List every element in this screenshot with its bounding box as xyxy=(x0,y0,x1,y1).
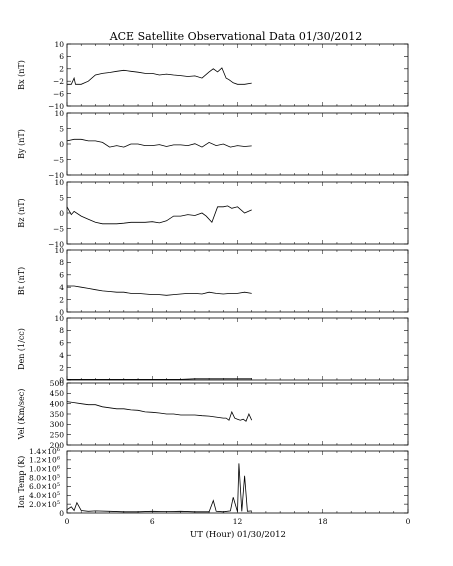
y-tick-label: 8 xyxy=(59,326,64,335)
x-tick-label: 18 xyxy=(318,517,328,526)
y-axis-label: Vel (Km/sec) xyxy=(17,389,26,441)
y-tick-exponent: 5 xyxy=(57,500,60,506)
y-tick-label: 300 xyxy=(50,420,65,429)
y-tick-label: −2 xyxy=(53,77,64,86)
series-line xyxy=(67,285,252,296)
x-tick-label: 0 xyxy=(406,517,411,526)
y-tick-label: 2 xyxy=(59,363,64,372)
y-tick-label: 250 xyxy=(50,430,65,439)
y-tick-label: 1.2×106 xyxy=(29,456,60,465)
panel-frame xyxy=(66,181,409,245)
panel-frame xyxy=(66,382,409,446)
y-tick-label: 1.0×106 xyxy=(29,465,60,474)
y-tick-label: 6 xyxy=(59,271,64,280)
y-axis-label: Den (1/cc) xyxy=(17,328,26,370)
y-tick-label: −10 xyxy=(48,102,64,111)
y-tick-label: 1.4×106 xyxy=(29,447,60,456)
y-tick-label: 4.0×105 xyxy=(29,491,60,500)
x-tick-label: 0 xyxy=(65,517,70,526)
x-tick-label: 6 xyxy=(150,517,155,526)
y-tick-exponent: 6 xyxy=(57,456,60,462)
panel-7: 1.4×1061.2×1061.0×1068.0×1056.0×1054.0×1… xyxy=(17,447,409,518)
y-tick-label: 8.0×105 xyxy=(29,473,60,482)
y-tick-label: 0 xyxy=(59,308,64,317)
y-tick-label: 10 xyxy=(54,178,64,187)
y-tick-label: −10 xyxy=(48,240,64,249)
y-tick-label: 8 xyxy=(59,258,64,267)
y-axis-label: Bt (nT) xyxy=(17,267,26,295)
y-tick-exponent: 5 xyxy=(57,473,60,479)
panel-frame xyxy=(66,317,409,381)
y-tick-label: 0 xyxy=(59,509,64,518)
y-tick-label: 10 xyxy=(54,109,64,118)
series-line xyxy=(66,205,252,225)
y-tick-label: 2 xyxy=(59,295,64,304)
y-tick-exponent: 6 xyxy=(57,447,60,453)
y-tick-label: −10 xyxy=(48,171,64,180)
y-tick-label: 400 xyxy=(50,399,65,408)
y-tick-label: 0 xyxy=(59,209,64,218)
y-tick-label: 6 xyxy=(59,339,64,348)
chart-title: ACE Satellite Observational Data 01/30/2… xyxy=(109,30,363,43)
panel-frame xyxy=(66,112,409,176)
y-tick-exponent: 5 xyxy=(57,482,60,488)
y-tick-label: −5 xyxy=(53,155,64,164)
series-line xyxy=(67,67,252,85)
y-tick-label: 0 xyxy=(59,140,64,149)
y-tick-exponent: 5 xyxy=(57,491,60,497)
y-tick-label: 5 xyxy=(59,124,64,133)
series-line xyxy=(66,401,253,422)
y-tick-exponent: 6 xyxy=(57,465,60,471)
y-tick-label: −6 xyxy=(53,89,64,98)
series-line xyxy=(66,463,252,513)
y-tick-label: 450 xyxy=(50,389,65,398)
y-tick-label: 4 xyxy=(59,283,64,292)
y-tick-label: 0 xyxy=(59,376,64,385)
series-line xyxy=(66,138,252,148)
panel-frame xyxy=(66,249,409,313)
panel-3: 10 5 0 −5 −10 Bz (nT) xyxy=(17,178,409,249)
panel-4: 10 8 6 4 2 0 Bt (nT) xyxy=(17,246,409,317)
y-tick-label: −5 xyxy=(53,224,64,233)
y-tick-label: 6.0×105 xyxy=(29,482,60,491)
x-tick-label: 12 xyxy=(233,517,243,526)
panel-1: 10 6 2 −2 −6 −10 Bx (nT) xyxy=(17,40,409,111)
y-tick-label: 2.0×105 xyxy=(29,500,60,509)
y-tick-label: 5 xyxy=(59,193,64,202)
y-axis-label: Ion Temp (K) xyxy=(17,456,26,509)
y-tick-label: 4 xyxy=(59,351,64,360)
y-tick-label: 2 xyxy=(59,65,64,74)
y-axis-label: Bz (nT) xyxy=(17,198,26,227)
x-axis-label: UT (Hour) 01/30/2012 xyxy=(190,529,286,540)
y-axis-label: Bx (nT) xyxy=(17,60,26,90)
series-line xyxy=(67,378,252,380)
y-tick-label: 500 xyxy=(50,379,65,388)
panel-frame xyxy=(66,43,409,107)
y-tick-label: 10 xyxy=(54,314,64,323)
y-tick-label: 350 xyxy=(50,410,65,419)
y-tick-label: 10 xyxy=(54,246,64,255)
y-tick-label: 6 xyxy=(59,52,64,61)
y-axis-label: By (nT) xyxy=(17,129,26,159)
panel-2: 10 5 0 −5 −10 By (nT) xyxy=(17,109,409,180)
y-tick-label: 200 xyxy=(50,441,65,450)
panels: 10 6 2 −2 −6 −10 Bx (nT) 10 5 0 −5 −10 By (nT) 10 5 0 −5… xyxy=(17,40,411,526)
panel-5: 10 8 6 4 2 0 Den (1/cc) xyxy=(17,314,409,385)
y-tick-label: 10 xyxy=(54,40,64,49)
